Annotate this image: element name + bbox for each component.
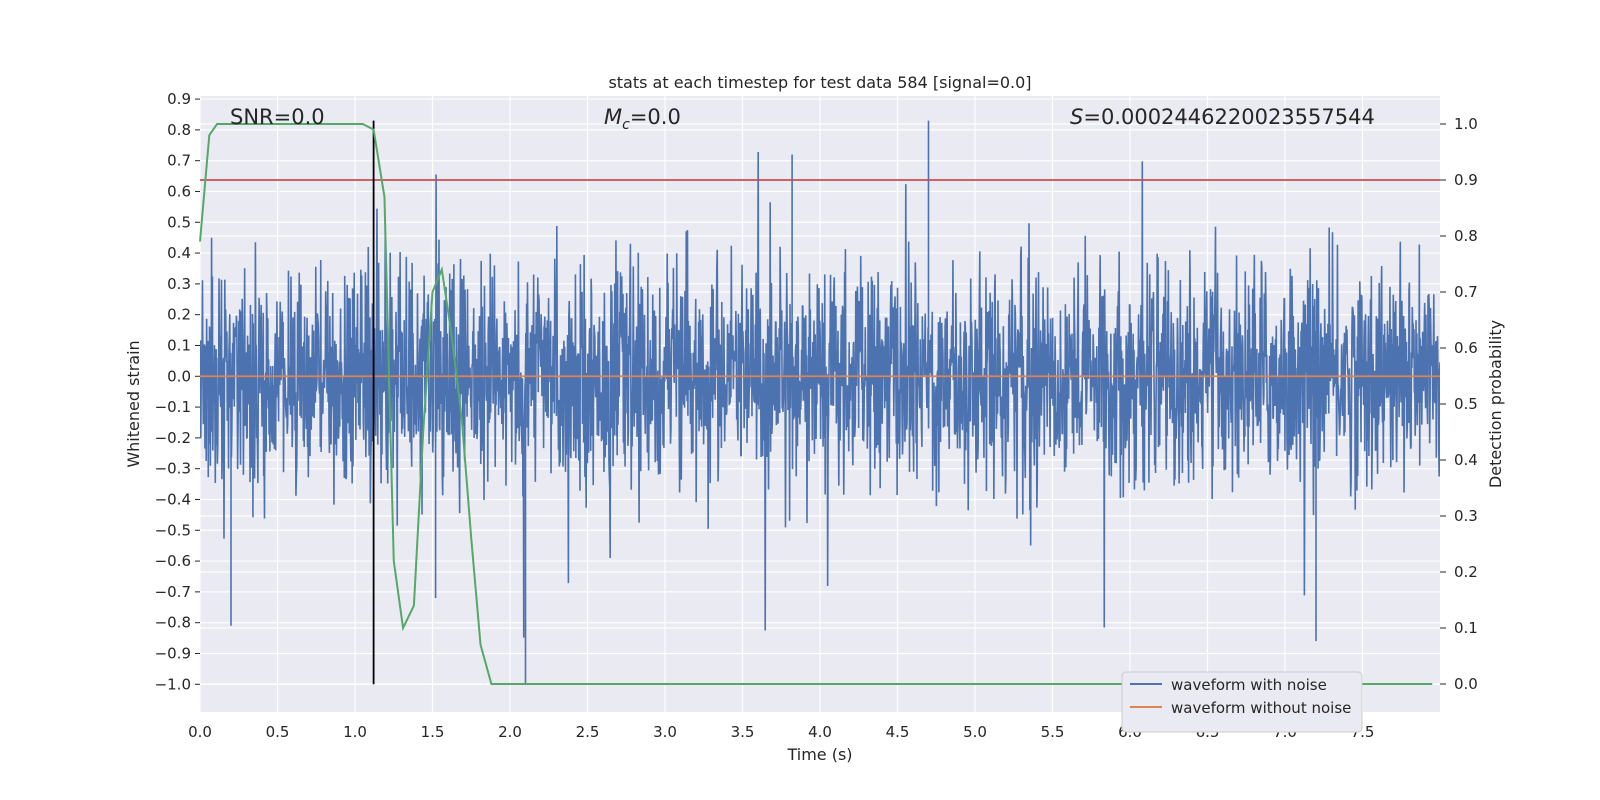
mc-subscript: c — [622, 117, 630, 133]
y-tick-label: −0.9 — [155, 644, 191, 662]
y2-tick-label: 1.0 — [1454, 115, 1478, 133]
y-tick-label: 0.8 — [167, 121, 191, 139]
x-tick-label: 1.5 — [421, 723, 445, 741]
y2-tick-label: 0.9 — [1454, 171, 1478, 189]
y2-tick-label: 0.3 — [1454, 507, 1478, 525]
y-tick-label: 0.3 — [167, 275, 191, 293]
x-tick-label: 4.0 — [808, 723, 832, 741]
y2-tick-label: 0.7 — [1454, 283, 1478, 301]
y-tick-label: −0.4 — [155, 490, 191, 508]
legend-label-noise: waveform with noise — [1171, 676, 1327, 694]
y2-tick-label: 0.1 — [1454, 619, 1478, 637]
y-tick-label: −0.2 — [155, 429, 191, 447]
x-tick-label: 5.5 — [1041, 723, 1065, 741]
y-tick-label: 0.2 — [167, 306, 191, 324]
y-tick-label: 0.6 — [167, 182, 191, 200]
y2-tick-label: 0.4 — [1454, 451, 1478, 469]
y-tick-label: −0.7 — [155, 583, 191, 601]
x-tick-label: 3.5 — [731, 723, 755, 741]
legend-label-clean: waveform without noise — [1171, 699, 1351, 717]
x-axis-label: Time (s) — [786, 745, 852, 764]
waveform-with-noise — [200, 120, 1440, 685]
x-tick-label: 5.0 — [963, 723, 987, 741]
x-tick-label: 2.0 — [498, 723, 522, 741]
y-tick-label: −0.8 — [155, 614, 191, 632]
y-tick-label: 0.1 — [167, 336, 191, 354]
y-tick-label: 0.4 — [167, 244, 191, 262]
y2-tick-label: 0.2 — [1454, 563, 1478, 581]
y2-tick-label: 0.6 — [1454, 339, 1478, 357]
y-axis-label: Whitened strain — [124, 340, 143, 467]
y-tick-label: −1.0 — [155, 675, 191, 693]
y2-axis-label: Detection probability — [1486, 320, 1505, 488]
y-tick-label: 0.5 — [167, 213, 191, 231]
y2-tick-label: 0.5 — [1454, 395, 1478, 413]
y2-tick-label: 0.8 — [1454, 227, 1478, 245]
y-tick-label: −0.5 — [155, 521, 191, 539]
mc-symbol: M — [604, 105, 622, 129]
x-tick-label: 4.5 — [886, 723, 910, 741]
y-tick-label: 0.0 — [167, 367, 191, 385]
x-tick-label: 0.5 — [266, 723, 290, 741]
y-tick-label: 0.7 — [167, 152, 191, 170]
s-value: =0.0002446220023557544 — [1083, 105, 1375, 129]
y-axis-right: 1.0 0.9 0.8 0.7 0.6 0.5 0.4 0.3 0.2 0.1 0.0 — [1440, 115, 1478, 693]
waveform-with-noise-line — [200, 151, 1440, 638]
legend: waveform with noise waveform without noi… — [1121, 671, 1363, 733]
x-tick-label: 3.0 — [653, 723, 677, 741]
mc-value: =0.0 — [630, 105, 681, 129]
y-tick-label: −0.3 — [155, 460, 191, 478]
y-tick-label: −0.6 — [155, 552, 191, 570]
snr-annotation: SNR=0.0 — [230, 105, 325, 129]
y-tick-label: 0.9 — [167, 90, 191, 108]
x-tick-label: 1.0 — [343, 723, 367, 741]
overlays — [199, 120, 1440, 685]
chirp-mass-annotation: Mc=0.0 — [604, 105, 681, 133]
y-tick-label: −0.1 — [155, 398, 191, 416]
legend-box — [1121, 671, 1363, 733]
x-tick-label: 2.5 — [576, 723, 600, 741]
chart-title: stats at each timestep for test data 584… — [608, 73, 1031, 92]
y2-tick-label: 0.0 — [1454, 675, 1478, 693]
x-tick-label: 0.0 — [188, 723, 212, 741]
s-annotation: S=0.0002446220023557544 — [1070, 105, 1375, 129]
s-symbol: S — [1070, 105, 1083, 129]
y-axis-left: 0.9 0.8 0.7 0.6 0.5 0.4 0.3 0.2 0.1 0.0 −0.1 −0.2 −0… — [155, 90, 200, 693]
